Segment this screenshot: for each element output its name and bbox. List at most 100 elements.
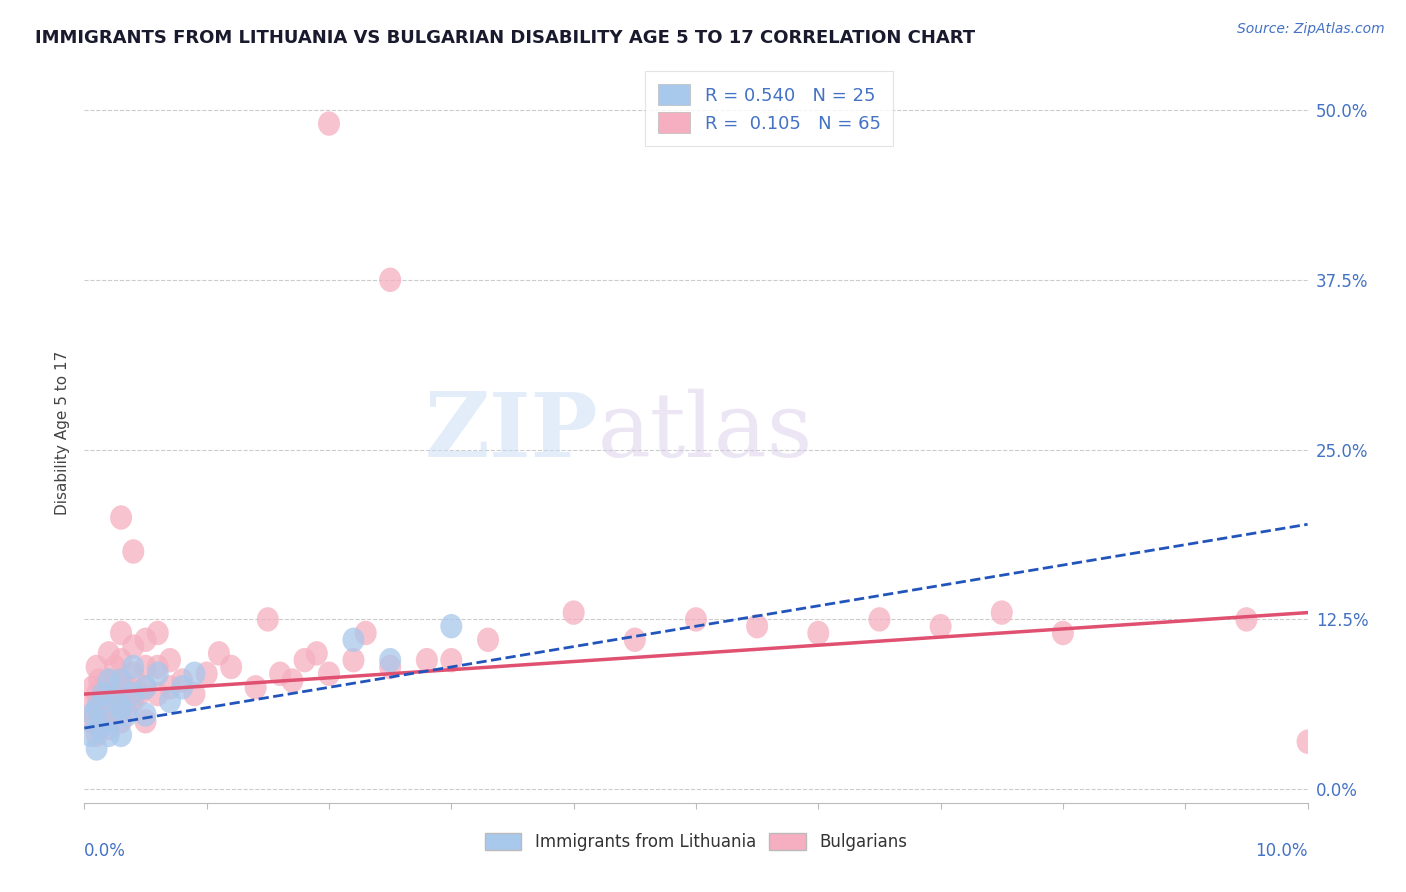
Ellipse shape — [159, 675, 181, 699]
Text: 0.0%: 0.0% — [84, 842, 127, 860]
Ellipse shape — [98, 668, 120, 693]
Ellipse shape — [343, 628, 364, 652]
Y-axis label: Disability Age 5 to 17: Disability Age 5 to 17 — [55, 351, 70, 515]
Ellipse shape — [110, 689, 132, 713]
Ellipse shape — [80, 723, 101, 747]
Ellipse shape — [128, 681, 150, 706]
Ellipse shape — [146, 681, 169, 706]
Text: 10.0%: 10.0% — [1256, 842, 1308, 860]
Ellipse shape — [86, 696, 108, 720]
Ellipse shape — [146, 621, 169, 645]
Ellipse shape — [86, 723, 108, 747]
Text: ZIP: ZIP — [425, 389, 598, 476]
Ellipse shape — [135, 675, 156, 699]
Ellipse shape — [747, 614, 768, 639]
Ellipse shape — [122, 689, 145, 713]
Ellipse shape — [440, 614, 463, 639]
Ellipse shape — [110, 696, 132, 720]
Ellipse shape — [110, 621, 132, 645]
Ellipse shape — [159, 689, 181, 713]
Ellipse shape — [221, 655, 242, 679]
Ellipse shape — [354, 621, 377, 645]
Ellipse shape — [991, 600, 1012, 624]
Ellipse shape — [82, 675, 104, 699]
Ellipse shape — [159, 648, 181, 673]
Ellipse shape — [269, 662, 291, 686]
Ellipse shape — [135, 709, 156, 733]
Ellipse shape — [122, 655, 145, 679]
Ellipse shape — [172, 675, 193, 699]
Ellipse shape — [135, 655, 156, 679]
Ellipse shape — [562, 600, 585, 624]
Ellipse shape — [98, 696, 120, 720]
Ellipse shape — [416, 648, 437, 673]
Ellipse shape — [117, 702, 138, 727]
Ellipse shape — [146, 662, 169, 686]
Ellipse shape — [1052, 621, 1074, 645]
Legend: Immigrants from Lithuania, Bulgarians: Immigrants from Lithuania, Bulgarians — [478, 826, 914, 857]
Ellipse shape — [1296, 730, 1319, 754]
Ellipse shape — [91, 709, 114, 733]
Ellipse shape — [98, 668, 120, 693]
Ellipse shape — [122, 540, 145, 564]
Ellipse shape — [294, 648, 315, 673]
Ellipse shape — [80, 709, 101, 733]
Ellipse shape — [195, 662, 218, 686]
Ellipse shape — [146, 655, 169, 679]
Ellipse shape — [122, 634, 145, 659]
Ellipse shape — [86, 655, 108, 679]
Ellipse shape — [869, 607, 890, 632]
Ellipse shape — [135, 628, 156, 652]
Ellipse shape — [135, 702, 156, 727]
Ellipse shape — [98, 723, 120, 747]
Ellipse shape — [117, 696, 138, 720]
Ellipse shape — [135, 675, 156, 699]
Ellipse shape — [98, 709, 120, 733]
Ellipse shape — [318, 112, 340, 136]
Ellipse shape — [305, 641, 328, 665]
Ellipse shape — [110, 709, 132, 733]
Ellipse shape — [343, 648, 364, 673]
Ellipse shape — [380, 268, 401, 292]
Ellipse shape — [89, 668, 110, 693]
Ellipse shape — [477, 628, 499, 652]
Ellipse shape — [110, 505, 132, 530]
Ellipse shape — [110, 668, 132, 693]
Ellipse shape — [110, 668, 132, 693]
Ellipse shape — [624, 628, 645, 652]
Ellipse shape — [440, 648, 463, 673]
Ellipse shape — [380, 655, 401, 679]
Ellipse shape — [1236, 607, 1257, 632]
Ellipse shape — [91, 681, 114, 706]
Ellipse shape — [122, 681, 145, 706]
Ellipse shape — [104, 689, 127, 713]
Ellipse shape — [122, 662, 145, 686]
Ellipse shape — [98, 641, 120, 665]
Ellipse shape — [104, 689, 127, 713]
Ellipse shape — [110, 648, 132, 673]
Ellipse shape — [89, 702, 110, 727]
Ellipse shape — [208, 641, 231, 665]
Ellipse shape — [86, 681, 108, 706]
Ellipse shape — [91, 675, 114, 699]
Ellipse shape — [82, 702, 104, 727]
Ellipse shape — [183, 662, 205, 686]
Text: atlas: atlas — [598, 389, 813, 476]
Ellipse shape — [104, 655, 127, 679]
Ellipse shape — [172, 668, 193, 693]
Ellipse shape — [318, 662, 340, 686]
Ellipse shape — [245, 675, 267, 699]
Ellipse shape — [183, 681, 205, 706]
Text: IMMIGRANTS FROM LITHUANIA VS BULGARIAN DISABILITY AGE 5 TO 17 CORRELATION CHART: IMMIGRANTS FROM LITHUANIA VS BULGARIAN D… — [35, 29, 976, 47]
Ellipse shape — [807, 621, 830, 645]
Ellipse shape — [98, 716, 120, 740]
Ellipse shape — [77, 696, 98, 720]
Ellipse shape — [281, 668, 304, 693]
Ellipse shape — [380, 648, 401, 673]
Ellipse shape — [110, 723, 132, 747]
Ellipse shape — [685, 607, 707, 632]
Ellipse shape — [117, 675, 138, 699]
Ellipse shape — [86, 736, 108, 761]
Text: Source: ZipAtlas.com: Source: ZipAtlas.com — [1237, 22, 1385, 37]
Ellipse shape — [929, 614, 952, 639]
